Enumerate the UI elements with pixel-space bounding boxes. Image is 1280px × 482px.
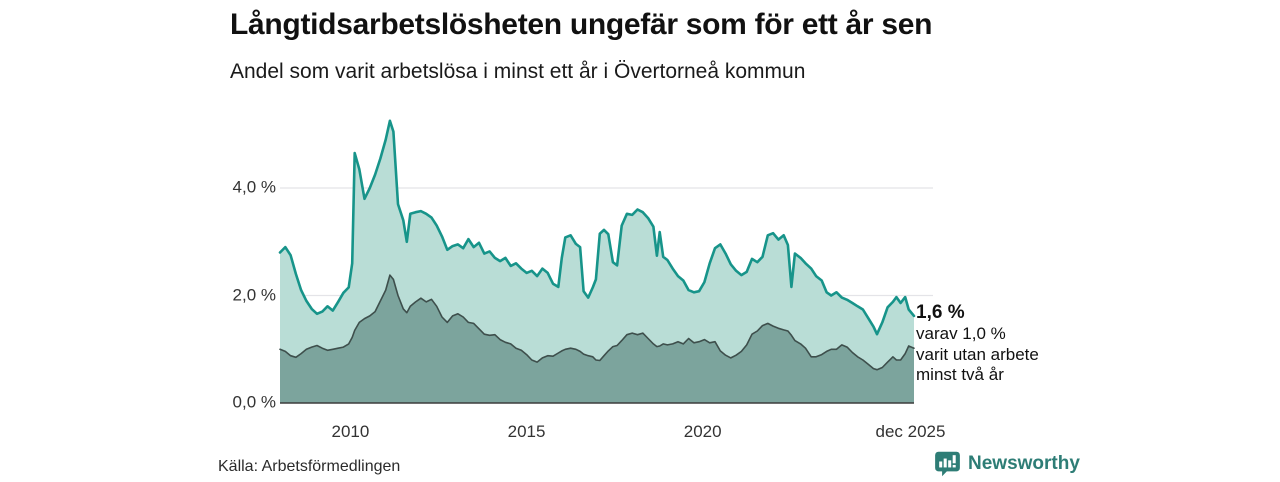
latest-value-label: 1,6 % (916, 302, 965, 323)
x-axis-labels: 2010 2015 2020 dec 2025 (0, 422, 1280, 446)
bar-chart-speech-bubble-icon (934, 450, 961, 477)
brand-name: Newsworthy (968, 452, 1080, 474)
newsworthy-logo: Newsworthy (934, 450, 1080, 477)
unemployed-two-years-area (280, 275, 914, 403)
latest-value-annotation: 1,6 % varav 1,0 % varit utan arbete mins… (916, 301, 1076, 386)
annotation-line: varit utan arbete (916, 344, 1039, 364)
annotation-line: minst två år (916, 365, 1004, 384)
x-tick-label: dec 2025 (875, 422, 946, 441)
x-tick-label: 2020 (683, 422, 722, 441)
source-note: Källa: Arbetsförmedlingen (218, 458, 401, 475)
chart-title: Långtidsarbetslösheten ungefär som för e… (230, 8, 933, 41)
y-tick-label: 2,0 % (232, 285, 276, 305)
chart-subtitle: Andel som varit arbetslösa i minst ett å… (230, 60, 806, 83)
unemployed-two-years-line (279, 274, 915, 371)
unemployed-one-year-line (278, 119, 916, 336)
y-tick-label: 0,0 % (232, 392, 276, 412)
x-tick-label: 2015 (507, 422, 546, 441)
annotation-line: varav 1,0 % (916, 324, 1006, 343)
y-axis-labels: 0,0 % 2,0 % 4,0 % (0, 0, 276, 480)
y-tick-label: 4,0 % (232, 177, 276, 197)
x-tick-label: 2010 (331, 422, 370, 441)
